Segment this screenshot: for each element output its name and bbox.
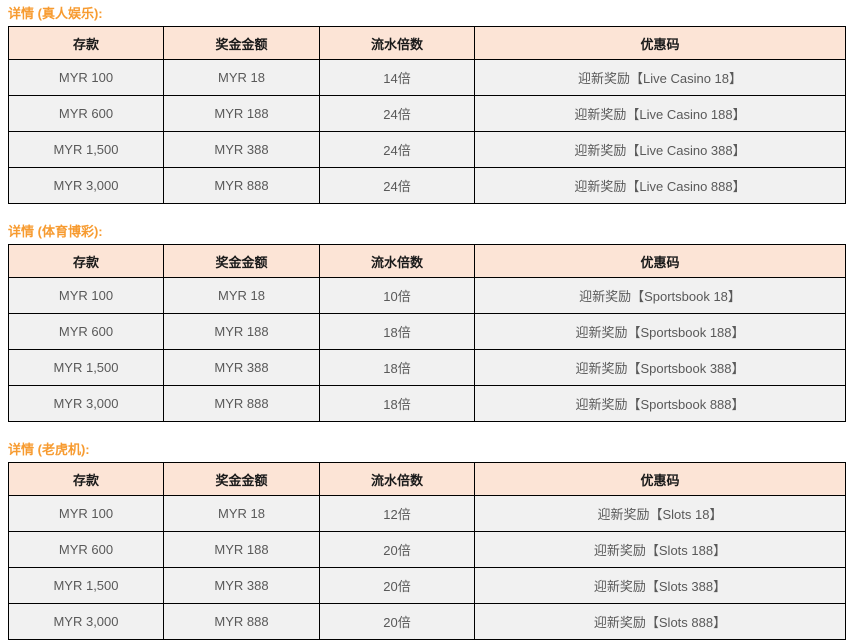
cell-bonus: MYR 388 [163, 567, 320, 604]
col-header-turnover: 流水倍数 [319, 244, 475, 278]
cell-deposit: MYR 600 [8, 531, 164, 568]
cell-promo-code: 迎新奖励【Live Casino 388】 [474, 131, 846, 168]
col-header-promo-code: 优惠码 [474, 462, 846, 496]
cell-promo-code: 迎新奖励【Slots 888】 [474, 603, 846, 640]
col-header-bonus: 奖金金额 [163, 26, 320, 60]
cell-promo-code: 迎新奖励【Sportsbook 188】 [474, 313, 846, 350]
cell-bonus: MYR 888 [163, 603, 320, 640]
cell-turnover: 10倍 [319, 277, 475, 314]
section-title-slots: 详情 (老虎机): [8, 442, 90, 457]
cell-turnover: 20倍 [319, 603, 475, 640]
cell-deposit: MYR 100 [8, 277, 164, 314]
cell-promo-code: 迎新奖励【Slots 388】 [474, 567, 846, 604]
cell-turnover: 24倍 [319, 95, 475, 132]
header-row: 存款 奖金金额 流水倍数 优惠码 [8, 462, 846, 496]
cell-bonus: MYR 888 [163, 385, 320, 422]
table-row: MYR 1,500 MYR 388 20倍 迎新奖励【Slots 388】 [8, 567, 846, 604]
table-row: MYR 100 MYR 18 10倍 迎新奖励【Sportsbook 18】 [8, 277, 846, 314]
section-slots: 详情 (老虎机): 存款 奖金金额 流水倍数 优惠码 MYR 100 MYR 1… [8, 442, 846, 640]
table-row: MYR 600 MYR 188 24倍 迎新奖励【Live Casino 188… [8, 95, 846, 132]
header-row: 存款 奖金金额 流水倍数 优惠码 [8, 244, 846, 278]
promo-details-page: 详情 (真人娱乐): 存款 奖金金额 流水倍数 优惠码 MYR 100 MYR … [8, 6, 846, 640]
col-header-bonus: 奖金金额 [163, 462, 320, 496]
table-row: MYR 3,000 MYR 888 18倍 迎新奖励【Sportsbook 88… [8, 385, 846, 422]
cell-promo-code: 迎新奖励【Live Casino 888】 [474, 167, 846, 204]
section-title-live-casino: 详情 (真人娱乐): [8, 6, 103, 21]
cell-bonus: MYR 18 [163, 277, 320, 314]
cell-deposit: MYR 1,500 [8, 349, 164, 386]
cell-bonus: MYR 18 [163, 59, 320, 96]
table-row: MYR 600 MYR 188 18倍 迎新奖励【Sportsbook 188】 [8, 313, 846, 350]
col-header-turnover: 流水倍数 [319, 462, 475, 496]
cell-turnover: 24倍 [319, 167, 475, 204]
live-casino-table: 存款 奖金金额 流水倍数 优惠码 MYR 100 MYR 18 14倍 迎新奖励… [8, 26, 846, 204]
sportsbook-table: 存款 奖金金额 流水倍数 优惠码 MYR 100 MYR 18 10倍 迎新奖励… [8, 244, 846, 422]
col-header-turnover: 流水倍数 [319, 26, 475, 60]
cell-deposit: MYR 600 [8, 95, 164, 132]
section-title-sportsbook: 详情 (体育博彩): [8, 224, 103, 239]
slots-table: 存款 奖金金额 流水倍数 优惠码 MYR 100 MYR 18 12倍 迎新奖励… [8, 462, 846, 640]
cell-turnover: 18倍 [319, 385, 475, 422]
cell-deposit: MYR 100 [8, 495, 164, 532]
cell-deposit: MYR 100 [8, 59, 164, 96]
table-row: MYR 600 MYR 188 20倍 迎新奖励【Slots 188】 [8, 531, 846, 568]
cell-turnover: 20倍 [319, 531, 475, 568]
cell-turnover: 12倍 [319, 495, 475, 532]
cell-bonus: MYR 188 [163, 313, 320, 350]
cell-bonus: MYR 188 [163, 531, 320, 568]
cell-deposit: MYR 3,000 [8, 603, 164, 640]
section-live-casino: 详情 (真人娱乐): 存款 奖金金额 流水倍数 优惠码 MYR 100 MYR … [8, 6, 846, 204]
cell-bonus: MYR 388 [163, 131, 320, 168]
cell-turnover: 18倍 [319, 349, 475, 386]
cell-deposit: MYR 600 [8, 313, 164, 350]
col-header-deposit: 存款 [8, 244, 164, 278]
cell-turnover: 18倍 [319, 313, 475, 350]
table-row: MYR 1,500 MYR 388 18倍 迎新奖励【Sportsbook 38… [8, 349, 846, 386]
table-row: MYR 3,000 MYR 888 20倍 迎新奖励【Slots 888】 [8, 603, 846, 640]
cell-bonus: MYR 388 [163, 349, 320, 386]
cell-deposit: MYR 3,000 [8, 167, 164, 204]
cell-turnover: 24倍 [319, 131, 475, 168]
cell-turnover: 14倍 [319, 59, 475, 96]
cell-promo-code: 迎新奖励【Slots 18】 [474, 495, 846, 532]
cell-promo-code: 迎新奖励【Slots 188】 [474, 531, 846, 568]
header-row: 存款 奖金金额 流水倍数 优惠码 [8, 26, 846, 60]
cell-deposit: MYR 1,500 [8, 567, 164, 604]
table-row: MYR 100 MYR 18 12倍 迎新奖励【Slots 18】 [8, 495, 846, 532]
cell-promo-code: 迎新奖励【Sportsbook 18】 [474, 277, 846, 314]
section-sportsbook: 详情 (体育博彩): 存款 奖金金额 流水倍数 优惠码 MYR 100 MYR … [8, 224, 846, 422]
col-header-bonus: 奖金金额 [163, 244, 320, 278]
cell-promo-code: 迎新奖励【Live Casino 18】 [474, 59, 846, 96]
cell-turnover: 20倍 [319, 567, 475, 604]
cell-deposit: MYR 3,000 [8, 385, 164, 422]
table-row: MYR 1,500 MYR 388 24倍 迎新奖励【Live Casino 3… [8, 131, 846, 168]
col-header-promo-code: 优惠码 [474, 244, 846, 278]
cell-bonus: MYR 18 [163, 495, 320, 532]
col-header-deposit: 存款 [8, 26, 164, 60]
cell-bonus: MYR 188 [163, 95, 320, 132]
col-header-promo-code: 优惠码 [474, 26, 846, 60]
table-row: MYR 100 MYR 18 14倍 迎新奖励【Live Casino 18】 [8, 59, 846, 96]
cell-deposit: MYR 1,500 [8, 131, 164, 168]
col-header-deposit: 存款 [8, 462, 164, 496]
cell-promo-code: 迎新奖励【Sportsbook 888】 [474, 385, 846, 422]
cell-promo-code: 迎新奖励【Sportsbook 388】 [474, 349, 846, 386]
cell-promo-code: 迎新奖励【Live Casino 188】 [474, 95, 846, 132]
table-row: MYR 3,000 MYR 888 24倍 迎新奖励【Live Casino 8… [8, 167, 846, 204]
cell-bonus: MYR 888 [163, 167, 320, 204]
